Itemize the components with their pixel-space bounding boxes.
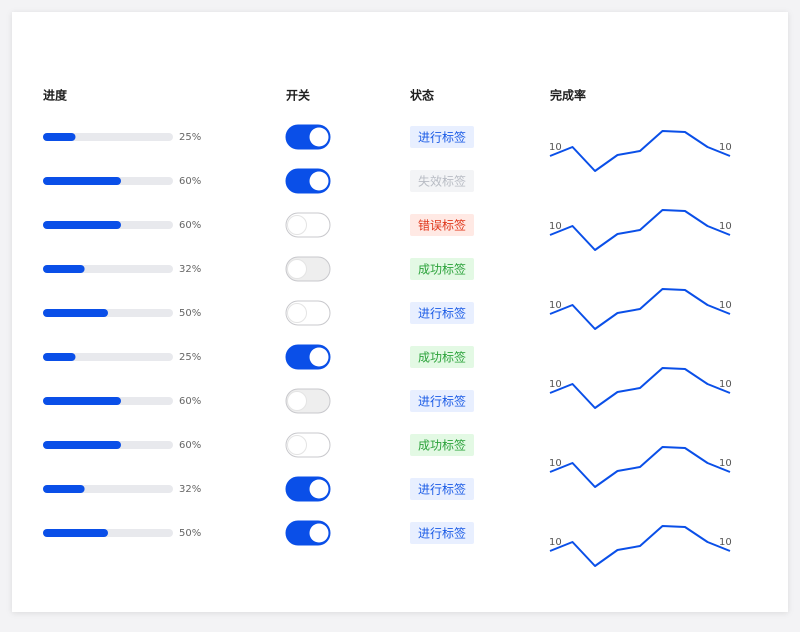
tag: 失效标签 bbox=[418, 174, 466, 189]
switch-knob[interactable] bbox=[287, 303, 307, 323]
sparkline-end-label: 10 bbox=[719, 300, 732, 311]
sparkline bbox=[549, 446, 731, 488]
column-header: 进度 bbox=[43, 88, 68, 103]
progress-bar bbox=[43, 177, 121, 185]
tag: 进行标签 bbox=[418, 130, 466, 145]
switch-knob[interactable] bbox=[309, 171, 329, 191]
progress-label: 50% bbox=[179, 528, 201, 539]
column-header: 状态 bbox=[410, 88, 434, 103]
progress-label: 25% bbox=[179, 132, 201, 143]
tag-bg bbox=[410, 346, 474, 368]
progress-bar bbox=[43, 441, 121, 449]
switch-knob[interactable] bbox=[309, 127, 329, 147]
progress-track bbox=[43, 353, 173, 361]
progress-bar bbox=[43, 397, 121, 405]
tag: 进行标签 bbox=[418, 394, 466, 409]
tag-bg bbox=[410, 478, 474, 500]
tag-bg bbox=[410, 434, 474, 456]
column-header: 开关 bbox=[286, 88, 310, 103]
progress-bar bbox=[43, 133, 76, 141]
progress-bar bbox=[43, 485, 85, 493]
tag-bg bbox=[410, 258, 474, 280]
tag: 进行标签 bbox=[418, 306, 466, 321]
progress-bar bbox=[43, 221, 121, 229]
progress-track bbox=[43, 133, 173, 141]
sparkline-end-label: 10 bbox=[719, 379, 732, 390]
progress-label: 60% bbox=[179, 396, 201, 407]
progress-label: 50% bbox=[179, 308, 201, 319]
tag-bg bbox=[410, 214, 474, 236]
sparkline-start-label: 10 bbox=[549, 221, 562, 232]
tag: 进行标签 bbox=[418, 526, 466, 541]
progress-label: 60% bbox=[179, 440, 201, 451]
tag-bg bbox=[410, 390, 474, 412]
sparkline-start-label: 10 bbox=[549, 142, 562, 153]
progress-label: 25% bbox=[179, 352, 201, 363]
sparkline-start-label: 10 bbox=[549, 458, 562, 469]
sparkline bbox=[549, 525, 731, 567]
column-header: 完成率 bbox=[550, 88, 586, 103]
tag-bg bbox=[410, 302, 474, 324]
tag: 成功标签 bbox=[418, 438, 466, 453]
tag: 成功标签 bbox=[418, 262, 466, 277]
switch-knob[interactable] bbox=[287, 435, 307, 455]
progress-bar bbox=[43, 309, 108, 317]
sparkline-start-label: 10 bbox=[549, 300, 562, 311]
sparkline-start-label: 10 bbox=[549, 537, 562, 548]
switch-knob[interactable] bbox=[287, 215, 307, 235]
tag-bg bbox=[410, 522, 474, 544]
switch-knob[interactable] bbox=[309, 523, 329, 543]
sparkline-start-label: 10 bbox=[549, 379, 562, 390]
sparkline-end-label: 10 bbox=[719, 458, 732, 469]
progress-label: 60% bbox=[179, 220, 201, 231]
sparkline bbox=[549, 367, 731, 409]
switch-knob bbox=[287, 391, 307, 411]
sparkline bbox=[549, 209, 731, 251]
sparkline bbox=[549, 130, 731, 172]
sparkline bbox=[549, 288, 731, 330]
tag-bg bbox=[410, 126, 474, 148]
sparkline-end-label: 10 bbox=[719, 221, 732, 232]
sparkline-end-label: 10 bbox=[719, 537, 732, 548]
tag-bg bbox=[410, 170, 474, 192]
progress-bar bbox=[43, 529, 108, 537]
sparkline-end-label: 10 bbox=[719, 142, 732, 153]
switch-knob bbox=[287, 259, 307, 279]
progress-label: 32% bbox=[179, 484, 201, 495]
progress-bar bbox=[43, 265, 85, 273]
switch-knob[interactable] bbox=[309, 347, 329, 367]
tag: 成功标签 bbox=[418, 350, 466, 365]
tag: 进行标签 bbox=[418, 482, 466, 497]
switch-knob[interactable] bbox=[309, 479, 329, 499]
progress-label: 60% bbox=[179, 176, 201, 187]
progress-bar bbox=[43, 353, 76, 361]
progress-label: 32% bbox=[179, 264, 201, 275]
tag: 错误标签 bbox=[418, 218, 466, 233]
